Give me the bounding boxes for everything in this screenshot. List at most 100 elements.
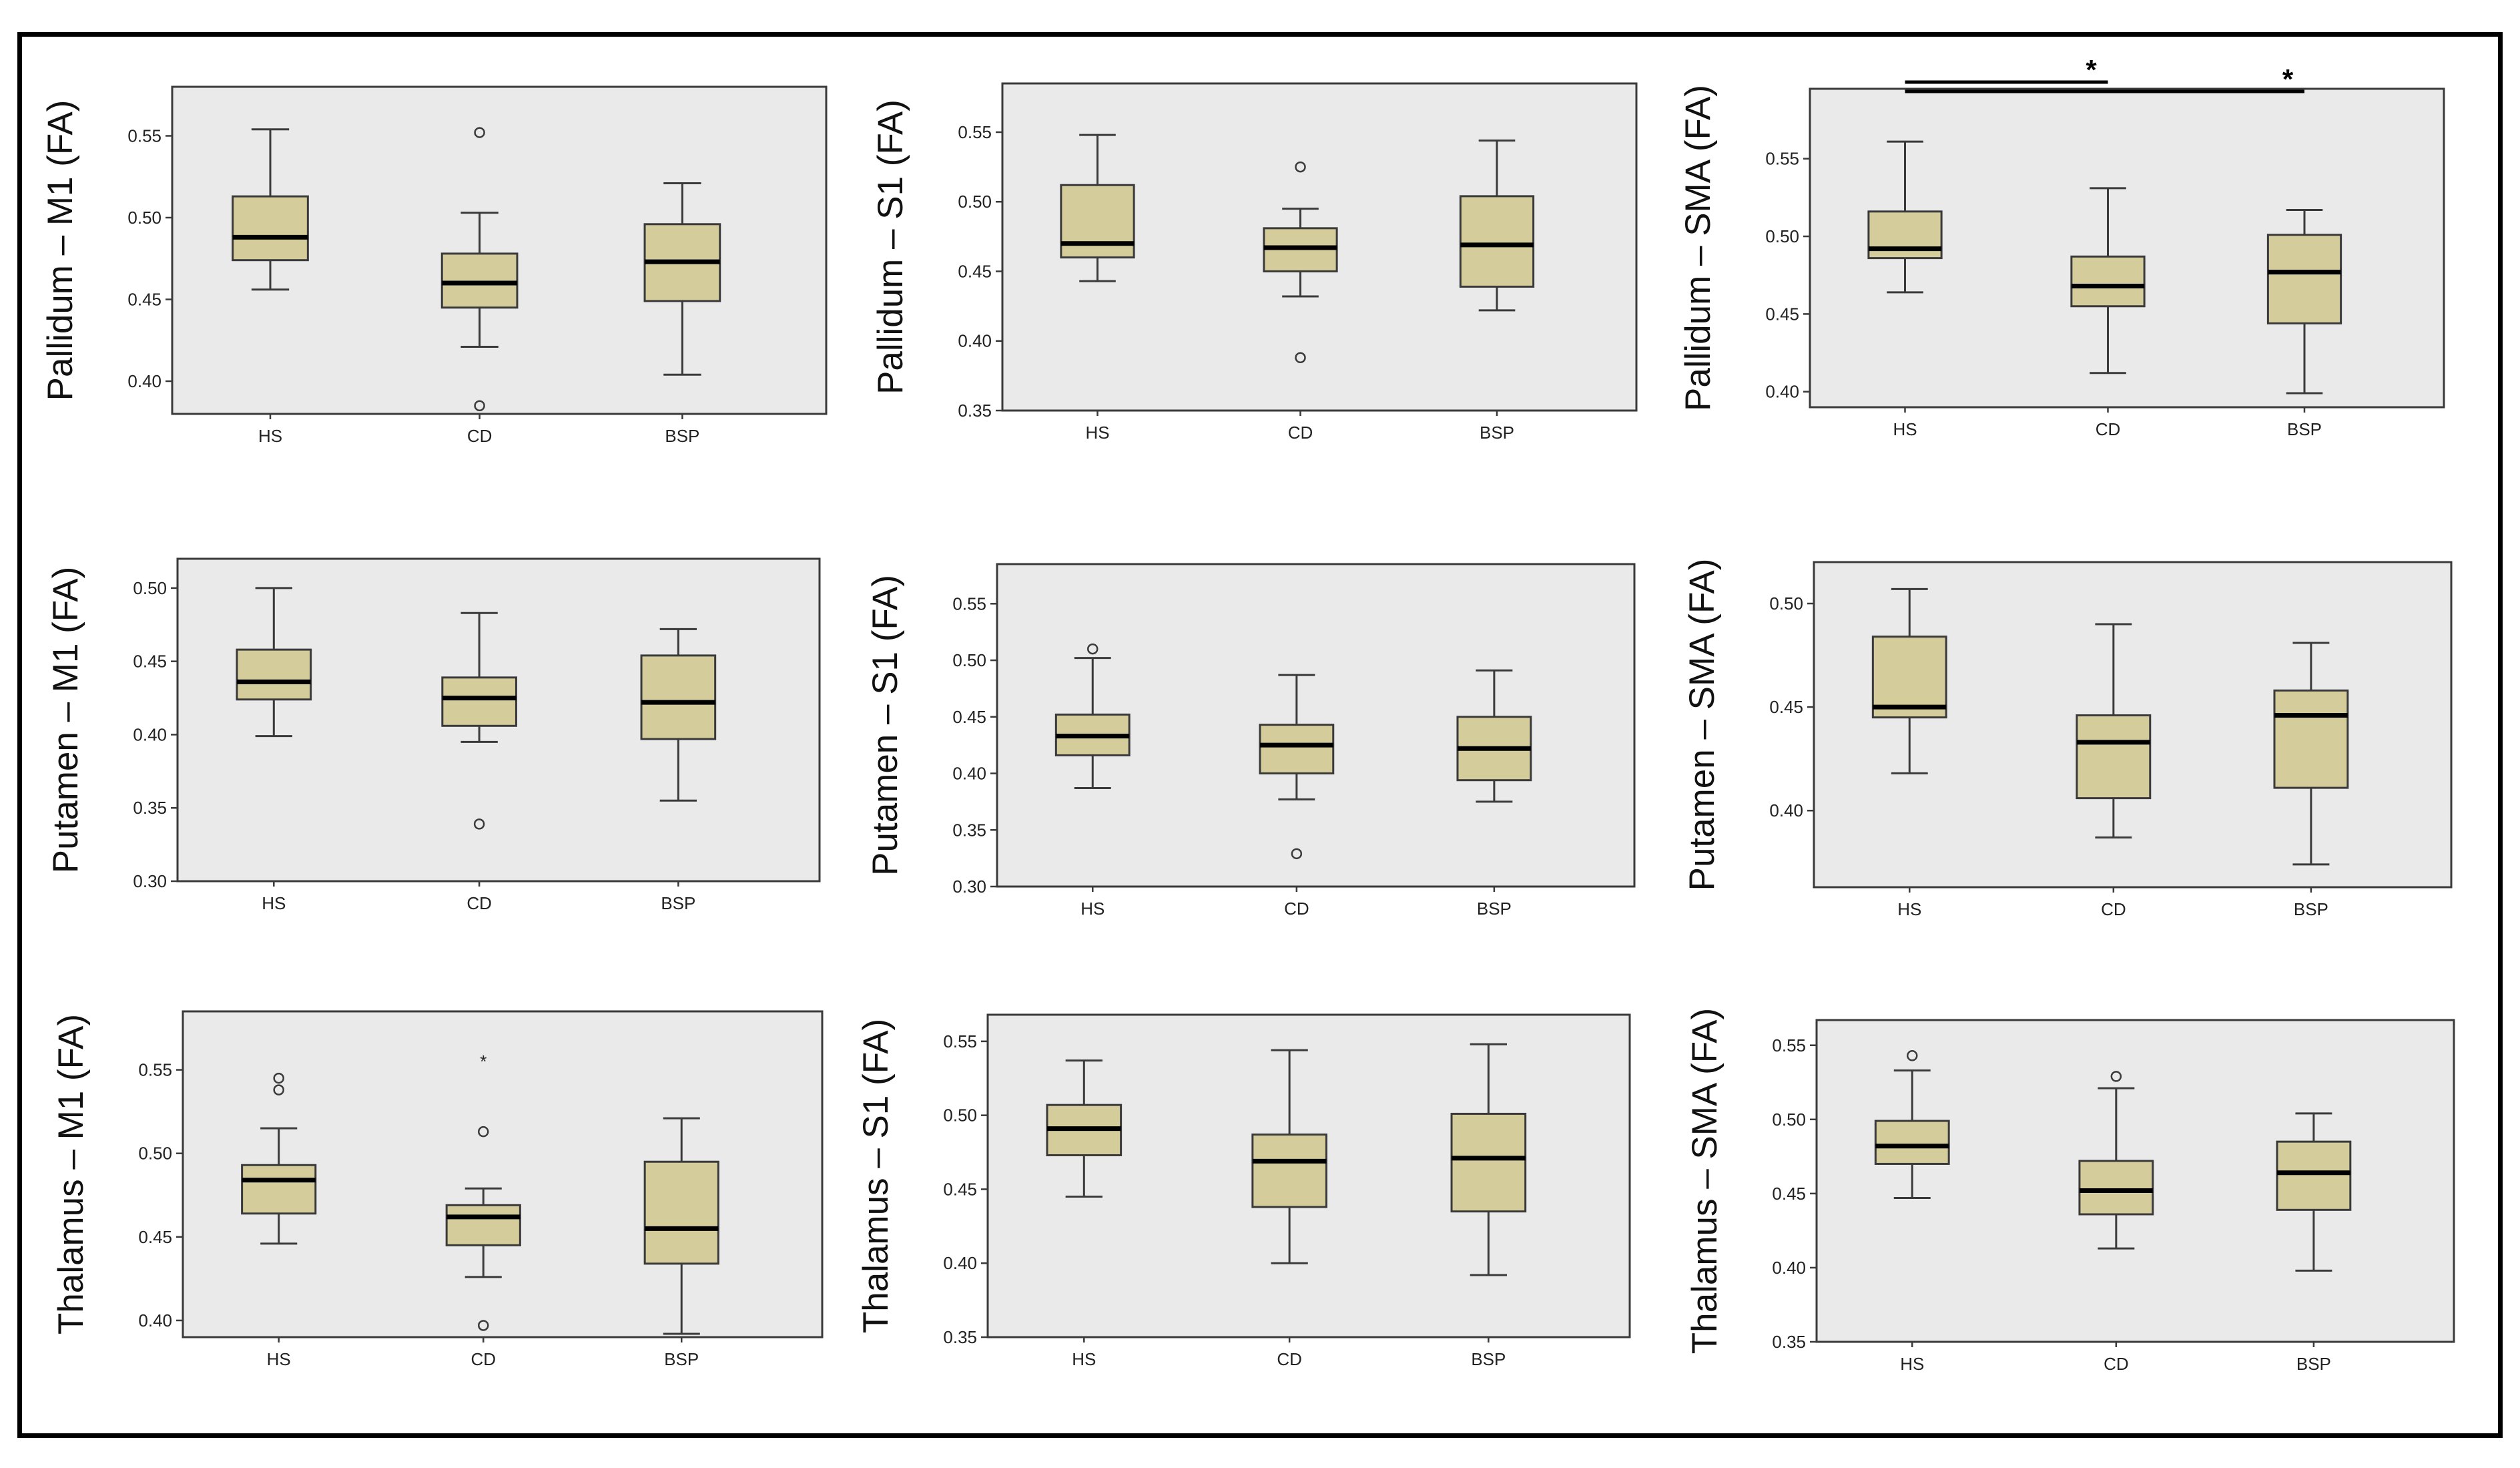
y-tick-label: 0.45: [1765, 304, 1799, 324]
y-axis-label: Pallidum – SMA (FA): [1678, 85, 1718, 411]
box-BSP: [1459, 139, 1535, 312]
x-tick-label: HS: [1072, 1349, 1096, 1369]
y-tick-label: 0.40: [1765, 382, 1799, 402]
x-tick-label: BSP: [1480, 423, 1514, 443]
y-tick-label: 0.45: [127, 290, 162, 310]
iqr-box: [2276, 1140, 2352, 1211]
box-HS: [1060, 134, 1135, 282]
x-tick-label: HS: [1897, 899, 1921, 919]
box-CD: [1263, 161, 1338, 364]
y-tick-label: 0.45: [958, 261, 992, 281]
iqr-box: [643, 1160, 719, 1265]
outlier-point: [473, 818, 485, 830]
outlier-point: [1291, 848, 1303, 860]
y-tick-label: 0.55: [138, 1060, 172, 1080]
iqr-box: [1251, 1133, 1327, 1208]
figure-frame: [17, 32, 2503, 1438]
x-tick-label: CD: [2096, 419, 2121, 439]
box-HS: [1871, 587, 1947, 774]
y-tick-label: 0.40: [133, 724, 167, 744]
y-tick-label: 0.50: [1772, 1110, 1806, 1130]
y-tick-label: 0.50: [1765, 226, 1799, 246]
iqr-box: [1060, 184, 1135, 259]
y-tick-label: 0.40: [943, 1253, 977, 1273]
y-axis-label: Pallidum – M1 (FA): [41, 100, 80, 401]
chart-pallidum-sma: 0.40 0.45 0.50 0.55 HS CD BSP Pallidum – SMA (F…: [1678, 54, 2445, 439]
x-tick-label: BSP: [664, 1349, 699, 1369]
y-tick-label: 0.35: [133, 798, 167, 818]
x-tick-label: HS: [262, 893, 286, 913]
box-HS: [236, 587, 312, 738]
iqr-box: [441, 676, 517, 727]
x-tick-label: BSP: [2287, 419, 2322, 439]
x-tick-label: BSP: [1477, 899, 1512, 919]
y-tick-label: 0.50: [952, 650, 986, 670]
box-HS: [1867, 140, 1943, 294]
significance-star: *: [2086, 54, 2097, 85]
box-CD: [1259, 674, 1335, 860]
chart-pallidum-m1: 0.40 0.45 0.50 0.55 HS CD BSP Pallidum – M1 (FA…: [41, 85, 828, 446]
y-tick-label: 0.55: [952, 593, 986, 614]
x-tick-label: HS: [1893, 419, 1917, 439]
box-HS: [241, 1072, 317, 1245]
x-tick-label: CD: [1288, 423, 1313, 443]
chart-thalamus-m1: 0.40 0.45 0.50 0.55 HS CD BSP Thalamus – M1 (FA…: [51, 1010, 824, 1369]
y-tick-label: 0.45: [133, 652, 167, 672]
iqr-box: [2076, 714, 2152, 800]
y-tick-label: 0.45: [1769, 697, 1803, 717]
x-tick-label: BSP: [2296, 1354, 2331, 1374]
x-tick-label: CD: [1277, 1349, 1302, 1369]
extreme-point: *: [480, 1051, 487, 1071]
x-tick-label: BSP: [665, 426, 699, 446]
x-tick-label: BSP: [661, 893, 695, 913]
box-BSP: [1456, 669, 1532, 803]
x-tick-label: BSP: [1471, 1349, 1506, 1369]
y-tick-label: 0.45: [952, 707, 986, 727]
y-tick-label: 0.55: [958, 122, 992, 142]
y-tick-label: 0.55: [1765, 149, 1799, 169]
x-tick-label: HS: [1080, 899, 1105, 919]
iqr-box: [241, 1164, 317, 1215]
x-tick-label: CD: [467, 426, 493, 446]
iqr-box: [2070, 255, 2146, 308]
iqr-box: [2273, 689, 2349, 789]
box-CD: [440, 127, 519, 411]
outlier-point: [273, 1072, 284, 1084]
iqr-box: [440, 252, 519, 309]
y-tick-label: 0.35: [958, 401, 992, 421]
y-tick-label: 0.40: [127, 371, 162, 391]
x-tick-label: CD: [470, 1349, 496, 1369]
iqr-box: [640, 654, 717, 740]
y-tick-label: 0.35: [1772, 1332, 1806, 1352]
x-tick-label: CD: [1284, 899, 1309, 919]
y-tick-label: 0.55: [1772, 1035, 1806, 1055]
iqr-box: [2266, 234, 2342, 324]
box-HS: [1054, 643, 1131, 790]
box-BSP: [643, 1117, 719, 1335]
outlier-point: [2110, 1071, 2122, 1082]
y-axis-label: Thalamus – SMA (FA): [1685, 1008, 1724, 1354]
y-tick-label: 0.40: [952, 764, 986, 784]
y-axis-label: Putamen – M1 (FA): [46, 567, 85, 874]
outlier-point: [1295, 352, 1306, 364]
outlier-point: [1907, 1050, 1918, 1061]
iqr-box: [236, 648, 312, 701]
x-tick-label: CD: [2104, 1354, 2129, 1374]
box-BSP: [1450, 1043, 1527, 1276]
y-tick-label: 0.50: [127, 208, 162, 228]
iqr-box: [1259, 724, 1335, 775]
chart-putamen-s1: 0.30 0.35 0.40 0.45 0.50 0.55 HS CD BSP Putamen –…: [866, 563, 1636, 919]
box-BSP: [640, 628, 717, 802]
y-tick-label: 0.40: [1772, 1258, 1806, 1278]
box-CD: [441, 611, 517, 830]
x-tick-label: HS: [258, 426, 282, 446]
outlier-point: [478, 1320, 489, 1331]
y-tick-label: 0.40: [138, 1310, 172, 1330]
box-BSP: [2266, 208, 2342, 395]
chart-thalamus-sma: 0.35 0.40 0.45 0.50 0.55 HS CD BSP Thalamus – SM…: [1685, 1008, 2455, 1374]
y-tick-label: 0.45: [943, 1179, 977, 1199]
box-BSP: [2273, 642, 2349, 866]
y-tick-label: 0.30: [952, 877, 986, 897]
box-BSP: [643, 182, 721, 376]
